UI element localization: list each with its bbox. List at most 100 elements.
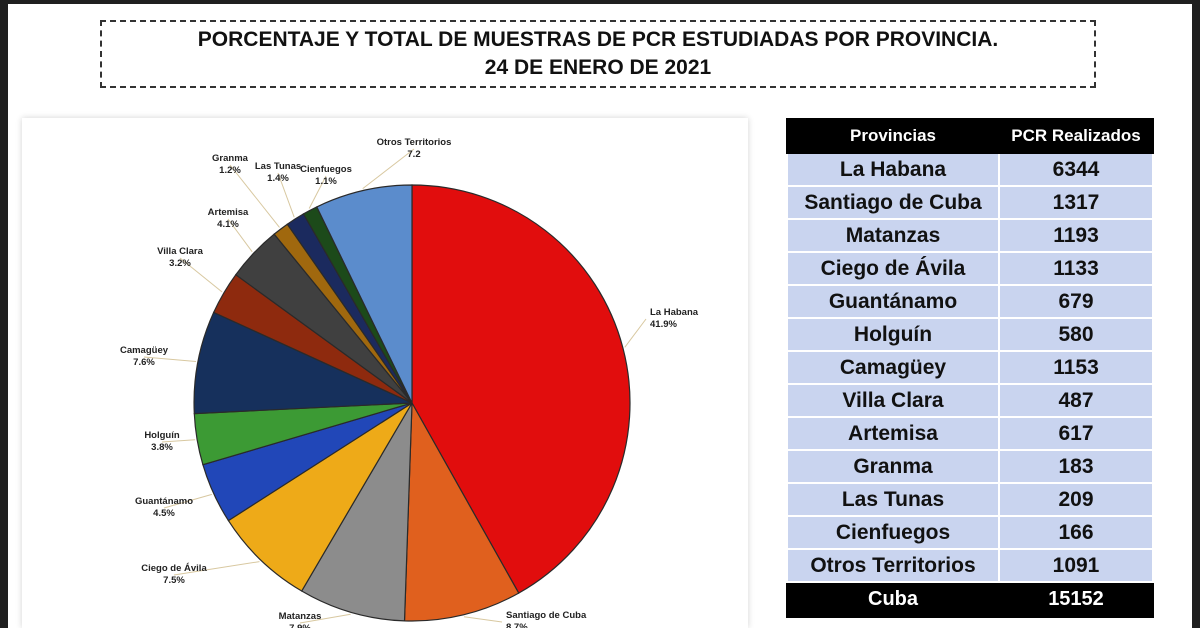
slice-label: Ciego de Ávila 7.5% [141,563,207,586]
province-cell: La Habana [786,152,1000,187]
pie-chart-panel: La Habana 41.9% Santiago de Cuba 8.7% Matanz… [22,118,748,628]
total-row: Cuba 15152 [786,581,1154,618]
province-cell: Matanzas [786,218,1000,253]
pcr-cell: 6344 [998,152,1154,187]
title-line-1: PORCENTAJE Y TOTAL DE MUESTRAS DE PCR ES… [197,28,999,51]
slide: PORCENTAJE Y TOTAL DE MUESTRAS DE PCR ES… [8,4,1192,628]
slice-value: 3.2% [169,258,191,269]
province-cell: Las Tunas [786,482,1000,517]
leader-line [463,616,503,623]
table-row: Camagüey 1153 [786,350,1154,385]
pcr-cell: 580 [998,317,1154,352]
province-cell: Holguín [786,317,1000,352]
pcr-cell: 679 [998,284,1154,319]
table-row: La Habana 6344 [786,152,1154,187]
province-cell: Granma [786,449,1000,484]
slice-label: Cienfuegos 1.1% [300,164,352,187]
total-label: Cuba [786,581,1000,618]
table-row: Cienfuegos 166 [786,515,1154,550]
table-row: Matanzas 1193 [786,218,1154,253]
header-pcr: PCR Realizados [998,118,1154,154]
pie-slice [227,402,413,592]
slice-name: Artemisa [208,207,249,218]
leader-line [277,172,295,218]
slice-name: Cienfuegos [300,164,352,175]
province-cell: Santiago de Cuba [786,185,1000,220]
slice-label: Matanzas7.9% [279,611,322,628]
title-line-2: 24 DE ENERO DE 2021 [484,56,712,79]
leader-line [173,561,260,576]
slice-value: 3.8% [151,442,173,453]
pie-slice [403,400,520,622]
leader-line [308,175,327,209]
slice-value: 1.1% [315,176,337,187]
pcr-cell: 1133 [998,251,1154,286]
slice-label: Santiago de Cuba 8.7% [506,610,587,628]
slice-name: Holguín [144,430,180,441]
slice-value: 4.1% [217,219,239,230]
table-row: Artemisa 617 [786,416,1154,451]
table-row: Santiago de Cuba 1317 [786,185,1154,220]
slice-name: Granma [212,153,249,164]
pie-slice [300,402,413,622]
pcr-cell: 1091 [998,548,1154,583]
slice-value: 7.2 [407,149,420,160]
leader-line [179,257,223,293]
leader-line [229,164,280,228]
slice-name: La Habana [650,307,699,318]
table-row: Guantánamo 679 [786,284,1154,319]
slice-label: Otros Territorios 7.2 [377,137,452,160]
pcr-table: Provincias PCR Realizados La Habana 6344 S… [786,118,1154,618]
slice-label: La Habana 41.9% [650,307,699,330]
slice-label: Granma 1.2% [212,153,249,176]
slice-value: 7.6% [133,357,155,368]
slice-name: Otros Territorios [377,137,452,148]
leader-line [161,439,196,443]
slice-label: Villa Clara 3.2% [157,246,203,269]
table-row: Otros Territorios 1091 [786,548,1154,583]
pcr-cell: 166 [998,515,1154,550]
pcr-cell: 183 [998,449,1154,484]
province-cell: Camagüey [786,350,1000,385]
slice-value: 8.7% [506,622,528,628]
title-box: PORCENTAJE Y TOTAL DE MUESTRAS DE PCR ES… [100,20,1096,88]
pcr-cell: 487 [998,383,1154,418]
slice-value: 4.5% [153,508,175,519]
slice-value: 1.2% [219,165,241,176]
pcr-cell: 1153 [998,350,1154,385]
slice-label: Guantánamo 4.5% [135,496,193,519]
leader-line [143,356,197,362]
pcr-cell: 209 [998,482,1154,517]
slice-value: 7.9% [289,623,311,628]
slice-name: Las Tunas [255,161,301,172]
table-row: Villa Clara 487 [786,383,1154,418]
slice-label: Holguín 3.8% [144,430,180,453]
slice-name: Camagüey [120,345,169,356]
leader-line [299,613,351,624]
slice-value: 7.5% [163,575,185,586]
table-row: Ciego de Ávila 1133 [786,251,1154,286]
pie-slice [193,311,413,415]
pie-slice [315,184,413,404]
province-cell: Cienfuegos [786,515,1000,550]
slice-name: Matanzas [279,611,322,622]
slice-value: 1.4% [267,173,289,184]
pcr-cell: 617 [998,416,1154,451]
total-value: 15152 [998,581,1154,618]
table-row: Granma 183 [786,449,1154,484]
slice-name: Villa Clara [157,246,203,257]
table-row: Las Tunas 209 [786,482,1154,517]
slice-name: Ciego de Ávila [141,563,207,574]
slice-name: Santiago de Cuba [506,610,587,621]
table-body: La Habana 6344 Santiago de Cuba 1317 Matanza… [786,152,1154,618]
leader-line [362,148,415,189]
province-cell: Artemisa [786,416,1000,451]
province-cell: Otros Territorios [786,548,1000,583]
leader-line [163,493,213,509]
province-cell: Villa Clara [786,383,1000,418]
leader-line [227,218,253,253]
slice-label: Camagüey 7.6% [120,345,169,368]
slice-name: Guantánamo [135,496,193,507]
slice-label: Artemisa 4.1% [208,207,249,230]
province-cell: Ciego de Ávila [786,251,1000,286]
